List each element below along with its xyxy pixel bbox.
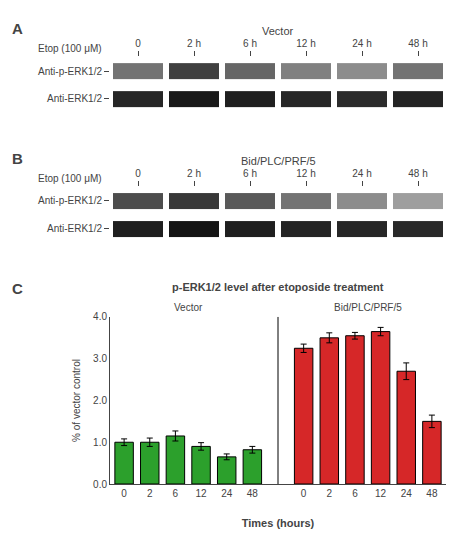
svg-text:12: 12 [195,488,207,499]
svg-text:6 h: 6 h [243,38,257,49]
svg-text:48: 48 [247,488,259,499]
svg-text:0: 0 [135,168,141,179]
svg-text:3.0: 3.0 [93,353,107,364]
svg-text:2 h: 2 h [187,168,201,179]
svg-text:24: 24 [401,488,413,499]
svg-text:Etop (100 μM): Etop (100 μM) [38,43,102,54]
svg-text:Anti-ERK1/2: Anti-ERK1/2 [47,93,102,104]
svg-text:1.0: 1.0 [93,437,107,448]
svg-text:2: 2 [147,488,153,499]
svg-text:12 h: 12 h [296,168,315,179]
svg-text:Anti-p-ERK1/2: Anti-p-ERK1/2 [38,195,102,206]
svg-text:% of vector control: % of vector control [71,359,82,442]
svg-text:Vector: Vector [262,25,294,37]
svg-text:6: 6 [352,488,358,499]
svg-text:12: 12 [375,488,387,499]
svg-text:Bid/PLC/PRF/5: Bid/PLC/PRF/5 [334,302,402,313]
svg-text:0: 0 [301,488,307,499]
svg-text:48 h: 48 h [408,38,427,49]
svg-text:48: 48 [426,488,438,499]
svg-text:12 h: 12 h [296,38,315,49]
svg-text:2.0: 2.0 [93,395,107,406]
svg-text:0: 0 [121,488,127,499]
svg-text:2 h: 2 h [187,38,201,49]
svg-text:0: 0 [135,38,141,49]
svg-text:Times (hours): Times (hours) [242,517,315,529]
svg-text:Bid/PLC/PRF/5: Bid/PLC/PRF/5 [241,155,316,167]
svg-text:24 h: 24 h [352,38,371,49]
svg-text:B: B [12,150,23,167]
svg-text:C: C [12,280,23,297]
svg-text:4.0: 4.0 [93,311,107,322]
svg-text:Anti-ERK1/2: Anti-ERK1/2 [47,223,102,234]
svg-text:24: 24 [221,488,233,499]
svg-text:6: 6 [173,488,179,499]
svg-text:6 h: 6 h [243,168,257,179]
svg-text:Anti-p-ERK1/2: Anti-p-ERK1/2 [38,66,102,77]
svg-text:2: 2 [327,488,333,499]
svg-text:24 h: 24 h [352,168,371,179]
svg-text:p-ERK1/2 level after etoposide: p-ERK1/2 level after etoposide treatment [172,281,384,293]
svg-text:0.0: 0.0 [93,479,107,490]
svg-text:A: A [12,20,23,37]
svg-text:Etop (100 μM): Etop (100 μM) [38,173,102,184]
svg-text:Vector: Vector [174,302,203,313]
svg-text:48 h: 48 h [408,168,427,179]
